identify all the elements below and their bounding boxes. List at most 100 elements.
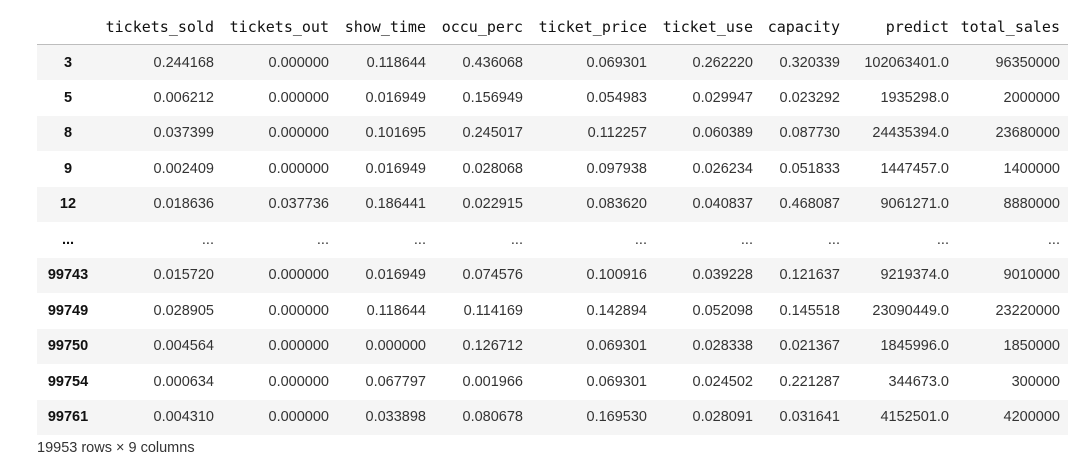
- index-header: [37, 10, 99, 45]
- table-cell: 0.121637: [779, 267, 840, 284]
- table-cell: 0.186441: [365, 196, 426, 213]
- table-cell: 0.037399: [153, 125, 214, 142]
- table-cell: 0.100916: [586, 267, 647, 284]
- table-cell: ...: [201, 231, 214, 248]
- table-cell: 0.004564: [153, 338, 214, 355]
- row-index: ...: [61, 231, 75, 248]
- table-cell: 0.083620: [586, 196, 647, 213]
- table-cell: 23090449.0: [872, 302, 949, 319]
- table-cell: 0.028338: [692, 338, 753, 355]
- table-body: 3 0.244168 0.000000 0.118644 0.436068 0.06930…: [37, 44, 1068, 435]
- table-cell: 0.000000: [268, 267, 329, 284]
- table-cell: 0.052098: [692, 302, 753, 319]
- table-cell: 0.028068: [462, 160, 523, 177]
- table-cell: 9061271.0: [880, 196, 949, 213]
- table-cell: 0.069301: [586, 373, 647, 390]
- table-cell: ...: [740, 231, 753, 248]
- dataframe-table: tickets_sold tickets_out show_time occu_…: [37, 10, 1068, 435]
- header-row: tickets_sold tickets_out show_time occu_…: [37, 10, 1068, 45]
- table-cell: 0.221287: [779, 373, 840, 390]
- table-cell: 2000000: [1003, 89, 1060, 106]
- table-cell: 0.000000: [268, 409, 329, 426]
- table-cell: 0.468087: [779, 196, 840, 213]
- table-cell: 0.169530: [586, 409, 647, 426]
- table-cell: 0.016949: [365, 267, 426, 284]
- table-cell: 0.074576: [462, 267, 523, 284]
- table-cell: 0.244168: [153, 54, 214, 71]
- table-cell: 300000: [1011, 373, 1060, 390]
- table-cell: ...: [510, 231, 523, 248]
- table-cell: 0.029947: [692, 89, 753, 106]
- table-cell: 0.000000: [268, 89, 329, 106]
- table-cell: 0.051833: [779, 160, 840, 177]
- table-cell: 0.060389: [692, 125, 753, 142]
- table-cell: 0.006212: [153, 89, 214, 106]
- table-cell: 0.054983: [586, 89, 647, 106]
- column-header: tickets_out: [222, 10, 337, 45]
- table-cell: 0.245017: [462, 125, 523, 142]
- table-cell: 9010000: [1003, 267, 1060, 284]
- table-cell: 0.087730: [779, 125, 840, 142]
- table-cell: 0.002409: [153, 160, 214, 177]
- table-row: 5 0.006212 0.000000 0.016949 0.156949 0.05498…: [37, 80, 1068, 116]
- table-cell: 0.000634: [153, 373, 214, 390]
- table-cell: 0.016949: [365, 160, 426, 177]
- row-index: 3: [63, 54, 73, 71]
- table-cell: 0.145518: [779, 302, 840, 319]
- table-cell: 0.436068: [462, 54, 523, 71]
- table-cell: 1400000: [1003, 160, 1060, 177]
- table-cell: 0.022915: [462, 196, 523, 213]
- row-index: 99761: [47, 409, 89, 426]
- table-cell: ...: [316, 231, 329, 248]
- table-cell: 0.004310: [153, 409, 214, 426]
- table-cell: 0.033898: [365, 409, 426, 426]
- table-cell: 0.118644: [366, 302, 426, 319]
- table-cell: 0.018636: [153, 196, 214, 213]
- table-cell: 344673.0: [888, 373, 949, 390]
- table-row: ..............................: [37, 222, 1068, 258]
- table-cell: ...: [634, 231, 647, 248]
- table-cell: 0.000000: [365, 338, 426, 355]
- table-row: 8 0.037399 0.000000 0.101695 0.245017 0.11225…: [37, 115, 1068, 151]
- column-header: ticket_price: [531, 10, 655, 45]
- table-cell: 0.069301: [586, 54, 647, 71]
- dataframe-output: tickets_sold tickets_out show_time occu_…: [37, 10, 1068, 435]
- table-cell: 0.118644: [366, 54, 426, 71]
- table-cell: 1447457.0: [880, 160, 949, 177]
- table-cell: 9219374.0: [880, 267, 949, 284]
- row-index: 9: [63, 160, 73, 177]
- table-cell: 0.031641: [779, 409, 840, 426]
- table-cell: 8880000: [1003, 196, 1060, 213]
- table-cell: 4200000: [1003, 409, 1060, 426]
- table-cell: ...: [1047, 231, 1060, 248]
- table-cell: 0.114169: [463, 302, 523, 319]
- table-cell: 0.142894: [586, 302, 647, 319]
- table-row: 12 0.018636 0.037736 0.186441 0.022915 0.0836…: [37, 186, 1068, 222]
- table-cell: 0.126712: [462, 338, 523, 355]
- row-index: 8: [63, 125, 73, 142]
- table-cell: 0.069301: [586, 338, 647, 355]
- table-cell: 1935298.0: [880, 89, 949, 106]
- row-index: 99743: [47, 267, 89, 284]
- table-cell: 24435394.0: [872, 125, 949, 142]
- table-row: 99761 0.004310 0.000000 0.033898 0.080678 0.1…: [37, 399, 1068, 435]
- table-cell: 23220000: [995, 302, 1060, 319]
- table-cell: 96350000: [995, 54, 1060, 71]
- table-cell: 0.028905: [153, 302, 214, 319]
- table-cell: 0.028091: [692, 409, 753, 426]
- row-index: 12: [59, 196, 77, 213]
- column-header: total_sales: [957, 10, 1068, 45]
- table-cell: 0.000000: [268, 302, 329, 319]
- table-cell: 0.024502: [692, 373, 753, 390]
- table-cell: ...: [936, 231, 949, 248]
- table-cell: 1845996.0: [880, 338, 949, 355]
- table-row: 99750 0.004564 0.000000 0.000000 0.126712 0.0…: [37, 328, 1068, 364]
- column-header: capacity: [761, 10, 848, 45]
- table-cell: 0.001966: [462, 373, 523, 390]
- table-cell: 0.080678: [462, 409, 523, 426]
- table-cell: 0.000000: [268, 373, 329, 390]
- table-cell: 0.000000: [268, 54, 329, 71]
- table-cell: 0.039228: [692, 267, 753, 284]
- column-header: predict: [848, 10, 957, 45]
- row-index: 99749: [47, 302, 89, 319]
